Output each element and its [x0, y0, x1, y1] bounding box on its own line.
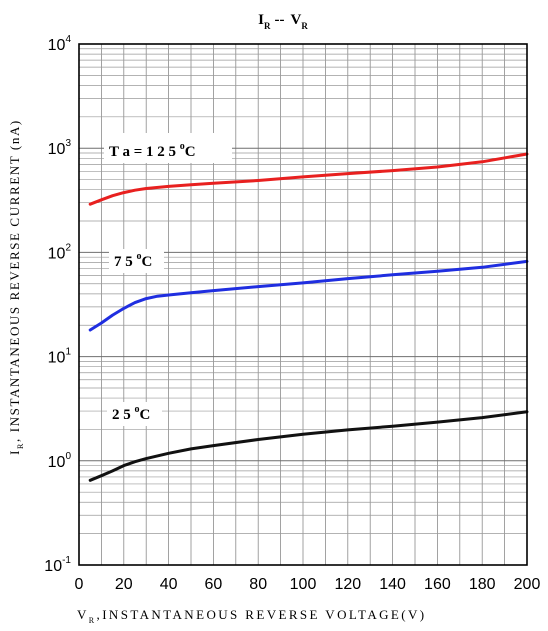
y-axis-label: IR, INSTANTANEOUS REVERSE CURRENT (nA) — [7, 119, 25, 455]
plot-frame — [78, 43, 528, 566]
x-tick-label: 180 — [469, 576, 496, 593]
chart-title: IR -- VR — [258, 12, 308, 31]
x-tick-label: 140 — [379, 576, 406, 593]
x-tick-label: 100 — [290, 576, 317, 593]
y-tick-label: 101 — [48, 347, 72, 367]
x-tick-label: 120 — [334, 576, 361, 593]
series-line-1 — [88, 259, 529, 332]
series-label-bg-2 — [107, 402, 162, 426]
series-line-0 — [88, 152, 529, 206]
x-tick-label: 200 — [514, 576, 541, 593]
series-label-bg-1 — [109, 249, 164, 273]
series-label-2: 2 5 oC — [112, 404, 150, 423]
x-tick-label: 40 — [160, 576, 178, 593]
y-tick-label: 10-1 — [44, 555, 71, 575]
x-axis-label: VR,INSTANTANEOUS REVERSE VOLTAGE(V) — [77, 607, 426, 625]
y-tick-label: 103 — [48, 138, 72, 158]
series-lines — [88, 152, 529, 482]
series-label-0: T a = 1 2 5 oC — [109, 141, 196, 160]
y-tick-label: 100 — [48, 451, 72, 471]
x-tick-label: 160 — [424, 576, 451, 593]
x-tick-label: 80 — [249, 576, 267, 593]
series-line-2 — [88, 410, 529, 482]
series-labels: T a = 1 2 5 oC 7 5 oC 2 5 oC — [104, 133, 232, 426]
axes: 0 20 40 60 80 100 120 140 160 180 200 10-1 100 101 102… — [44, 34, 540, 593]
y-tick-label: 102 — [48, 242, 72, 262]
series-label-1: 7 5 oC — [114, 251, 152, 270]
grid — [79, 44, 527, 565]
x-tick-label: 60 — [205, 576, 223, 593]
series-label-bg-0 — [104, 133, 232, 163]
x-tick-label: 0 — [75, 576, 84, 593]
y-tick-label: 104 — [48, 34, 72, 54]
x-tick-label: 20 — [115, 576, 133, 593]
